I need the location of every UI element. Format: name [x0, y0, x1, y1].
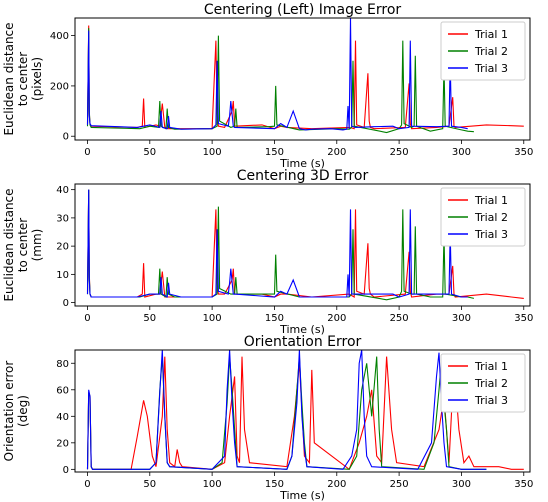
y-axis-label: (pixels)	[30, 57, 44, 101]
y-tick-label: 10	[56, 270, 69, 281]
x-tick-label: 50	[143, 147, 156, 158]
y-tick-label: 0	[63, 132, 69, 143]
chart-title: Centering (Left) Image Error	[204, 2, 402, 18]
legend-entry: Trial 2	[474, 211, 508, 224]
x-tick-label: 100	[203, 313, 222, 324]
chart-panel-1: 0 50 100 150 200 250 300 350 0 200 400 Centering (L…	[2, 2, 533, 170]
series-line-trial-1	[86, 25, 524, 130]
x-tick-label: 150	[265, 479, 284, 490]
y-axis-label: to center	[16, 218, 30, 273]
x-tick-label: 50	[143, 479, 156, 490]
series-line-trial-2	[86, 189, 475, 301]
x-tick-label: 300	[452, 147, 471, 158]
x-tick-label: 200	[327, 313, 346, 324]
x-tick-label: 100	[203, 147, 222, 158]
y-axis-label: Orientation error	[2, 361, 16, 462]
x-tick-label: 300	[452, 313, 471, 324]
legend-entry: Trial 1	[474, 194, 508, 207]
x-tick-label: 200	[327, 147, 346, 158]
x-tick-label: 200	[327, 479, 346, 490]
chart-panel-3: 0 50 100 150 200 250 300 350 0 20 40 60 80 Orientatio…	[2, 334, 533, 502]
y-tick-label: 40	[56, 412, 69, 423]
x-tick-label: 150	[265, 147, 284, 158]
y-tick-label: 400	[50, 31, 69, 42]
x-tick-label: 300	[452, 479, 471, 490]
y-tick-label: 0	[63, 298, 69, 309]
y-axis-label: Euclidean distance	[2, 22, 16, 135]
legend-entry: Trial 2	[474, 377, 508, 390]
series-line-trial-2	[86, 28, 474, 134]
series-line-trial-3	[86, 189, 468, 298]
y-axis-label: to center	[16, 52, 30, 107]
series-line-trial-3	[86, 18, 468, 131]
legend-entry: Trial 3	[474, 62, 508, 75]
y-tick-label: 80	[56, 359, 69, 370]
legend-entry: Trial 1	[474, 360, 508, 373]
x-tick-label: 250	[390, 479, 409, 490]
legend-entry: Trial 2	[474, 45, 508, 58]
x-axis-label: Time (s)	[279, 157, 325, 170]
x-tick-label: 50	[143, 313, 156, 324]
y-tick-label: 20	[56, 438, 69, 449]
legend-box	[440, 187, 526, 247]
x-tick-label: 350	[514, 147, 533, 158]
chart-title: Orientation Error	[244, 334, 362, 350]
y-tick-label: 20	[56, 242, 69, 253]
legend-box	[440, 21, 526, 81]
y-tick-label: 0	[63, 465, 69, 476]
y-axis-label: (deg)	[16, 395, 30, 427]
y-axis-label: Euclidean distance	[2, 188, 16, 301]
y-axis-label: (mm)	[30, 229, 44, 262]
x-tick-label: 100	[203, 479, 222, 490]
y-tick-label: 200	[50, 81, 69, 92]
x-tick-label: 250	[390, 313, 409, 324]
chart-title: Centering 3D Error	[237, 168, 369, 184]
y-tick-label: 30	[56, 213, 69, 224]
x-tick-label: 0	[84, 147, 90, 158]
x-tick-label: 250	[390, 147, 409, 158]
plot-frame	[74, 17, 531, 141]
chart-panel-2: 0 50 100 150 200 250 300 350 0 10 20 30 40 Centering …	[2, 168, 533, 336]
series-line-trial-1	[86, 189, 524, 299]
y-tick-label: 40	[56, 185, 69, 196]
x-tick-label: 0	[84, 479, 90, 490]
legend-entry: Trial 3	[474, 394, 508, 407]
x-tick-label: 350	[514, 479, 533, 490]
legend-box	[440, 353, 526, 413]
legend-entry: Trial 1	[474, 28, 508, 41]
plot-frame	[74, 183, 531, 307]
x-tick-label: 0	[84, 313, 90, 324]
plot-frame	[74, 349, 531, 473]
x-axis-label: Time (s)	[279, 489, 325, 502]
x-tick-label: 350	[514, 313, 533, 324]
x-axis-label: Time (s)	[279, 323, 325, 336]
series-line-trial-3	[86, 350, 487, 470]
legend-entry: Trial 3	[474, 228, 508, 241]
y-tick-label: 60	[56, 385, 69, 396]
x-tick-label: 150	[265, 313, 284, 324]
